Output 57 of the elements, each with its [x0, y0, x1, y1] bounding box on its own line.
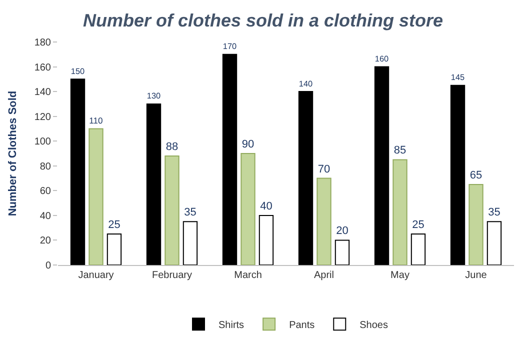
data-label: 130: [146, 92, 162, 101]
data-label: 170: [222, 42, 238, 52]
data-label: 40: [260, 200, 272, 212]
x-tick-label: April: [314, 270, 334, 281]
bar: [70, 78, 86, 265]
data-label: 110: [89, 115, 104, 126]
legend-label: Shirts: [218, 320, 244, 331]
data-label: 20: [336, 225, 348, 238]
data-label: 160: [374, 54, 390, 64]
bar: [106, 234, 122, 265]
y-tick-label: 80: [40, 161, 52, 172]
y-tick-label: 20: [40, 236, 52, 247]
y-axis-title: Number of Clothes Sold: [6, 90, 19, 216]
y-tick-label: 160: [34, 62, 52, 74]
data-label: 35: [184, 206, 196, 219]
bar: [258, 214, 274, 265]
bar: [334, 240, 350, 265]
y-tick-label: 100: [34, 136, 52, 148]
bar: [164, 155, 180, 265]
y-tick-label: 120: [34, 112, 52, 123]
y-tick-label: 40: [40, 210, 52, 222]
legend-label: Pants: [289, 320, 315, 331]
data-label: 85: [394, 144, 406, 157]
x-tick-label: March: [234, 270, 262, 281]
bar: [410, 234, 426, 265]
bar: [298, 91, 314, 265]
bar: [374, 66, 390, 265]
bar: [450, 84, 466, 265]
data-label: 150: [70, 66, 86, 76]
bar: [486, 221, 502, 265]
data-label: 35: [488, 206, 500, 219]
y-tick-label: 140: [34, 87, 52, 98]
bar: [146, 103, 162, 265]
chart-title: Number of clothes sold in a clothing store: [82, 10, 444, 31]
bar: [468, 184, 484, 265]
x-tick-label: May: [390, 270, 410, 281]
data-label: 25: [412, 219, 424, 232]
bar: [392, 159, 408, 265]
data-label: 88: [166, 140, 178, 153]
y-tick-label: 180: [34, 38, 52, 48]
data-label: 65: [470, 169, 482, 182]
data-label: 140: [298, 79, 314, 88]
bar: [240, 153, 256, 265]
bar: [316, 178, 332, 265]
x-tick-label: February: [152, 270, 192, 281]
bar: [182, 221, 198, 265]
data-label: 90: [242, 138, 254, 150]
bar: [88, 128, 104, 265]
bar: [222, 54, 238, 265]
data-label: 145: [450, 73, 466, 82]
legend-label: Shoes: [360, 320, 388, 331]
data-label: 25: [108, 219, 120, 232]
x-tick-label: June: [465, 270, 488, 281]
y-tick-label: 60: [40, 186, 52, 198]
data-label: 70: [318, 163, 330, 176]
x-tick-label: January: [78, 270, 114, 281]
y-tick-label: 0: [45, 260, 52, 272]
